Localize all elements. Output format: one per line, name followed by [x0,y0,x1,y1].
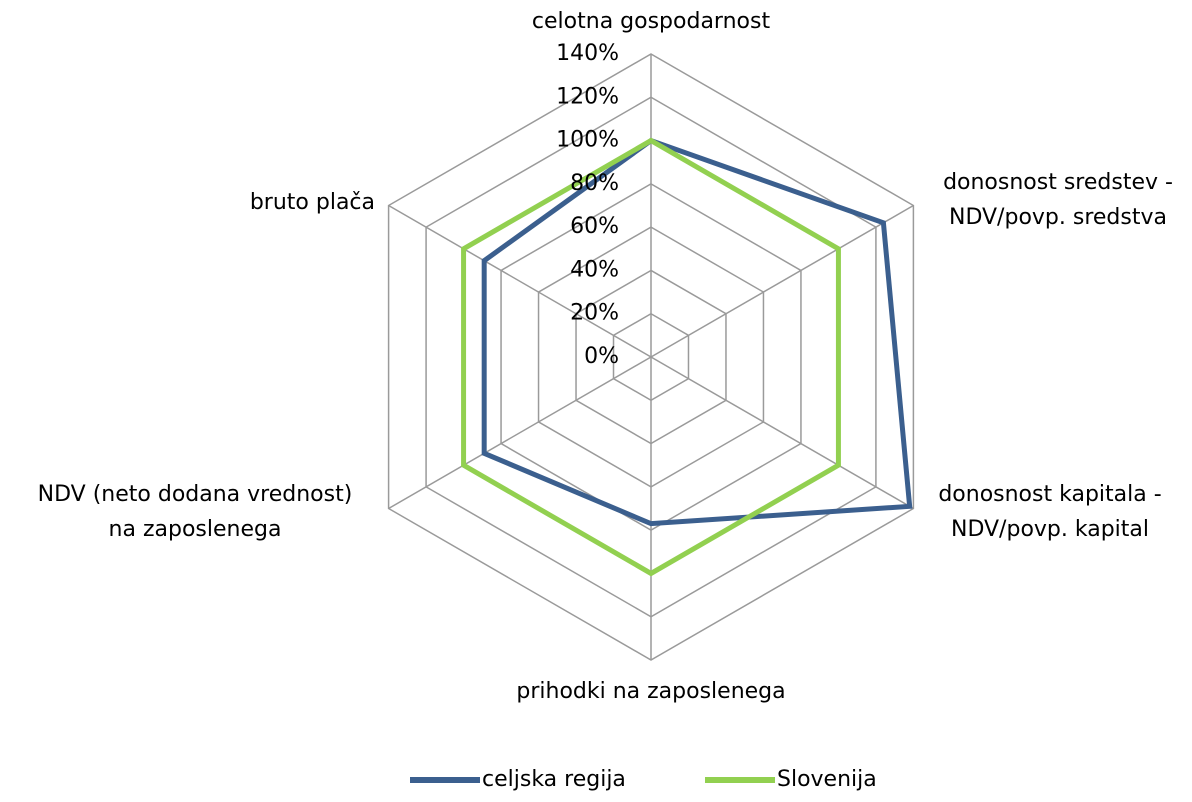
category-label: NDV (neto dodana vrednost) [38,482,353,507]
series-line [461,137,841,577]
category-label: celotna gospodarnost [532,9,771,34]
category-label: bruto plača [250,190,375,215]
tick-label: 140% [556,41,619,66]
tick-label: 60% [570,214,619,239]
tick-label: 80% [570,171,619,196]
legend-label: celjska regija [482,767,626,792]
tick-label: 20% [570,301,619,326]
spoke [388,204,652,358]
category-label: prihodki na zaposlenega [516,679,785,704]
spoke [388,356,652,510]
category-label: donosnost sredstev - [943,170,1173,195]
legend-label: Slovenija [777,767,877,792]
category-label: donosnost kapitala - [938,482,1161,507]
spoke [650,356,914,510]
tick-label: 120% [556,84,619,109]
category-label: na zaposlenega [109,517,282,542]
series-line [481,137,913,527]
category-label: NDV/povp. kapital [951,517,1149,542]
spoke [650,204,914,358]
tick-label: 40% [570,257,619,282]
tick-label: 0% [584,344,619,369]
category-label: NDV/povp. sredstva [949,205,1167,230]
tick-label: 100% [556,128,619,153]
